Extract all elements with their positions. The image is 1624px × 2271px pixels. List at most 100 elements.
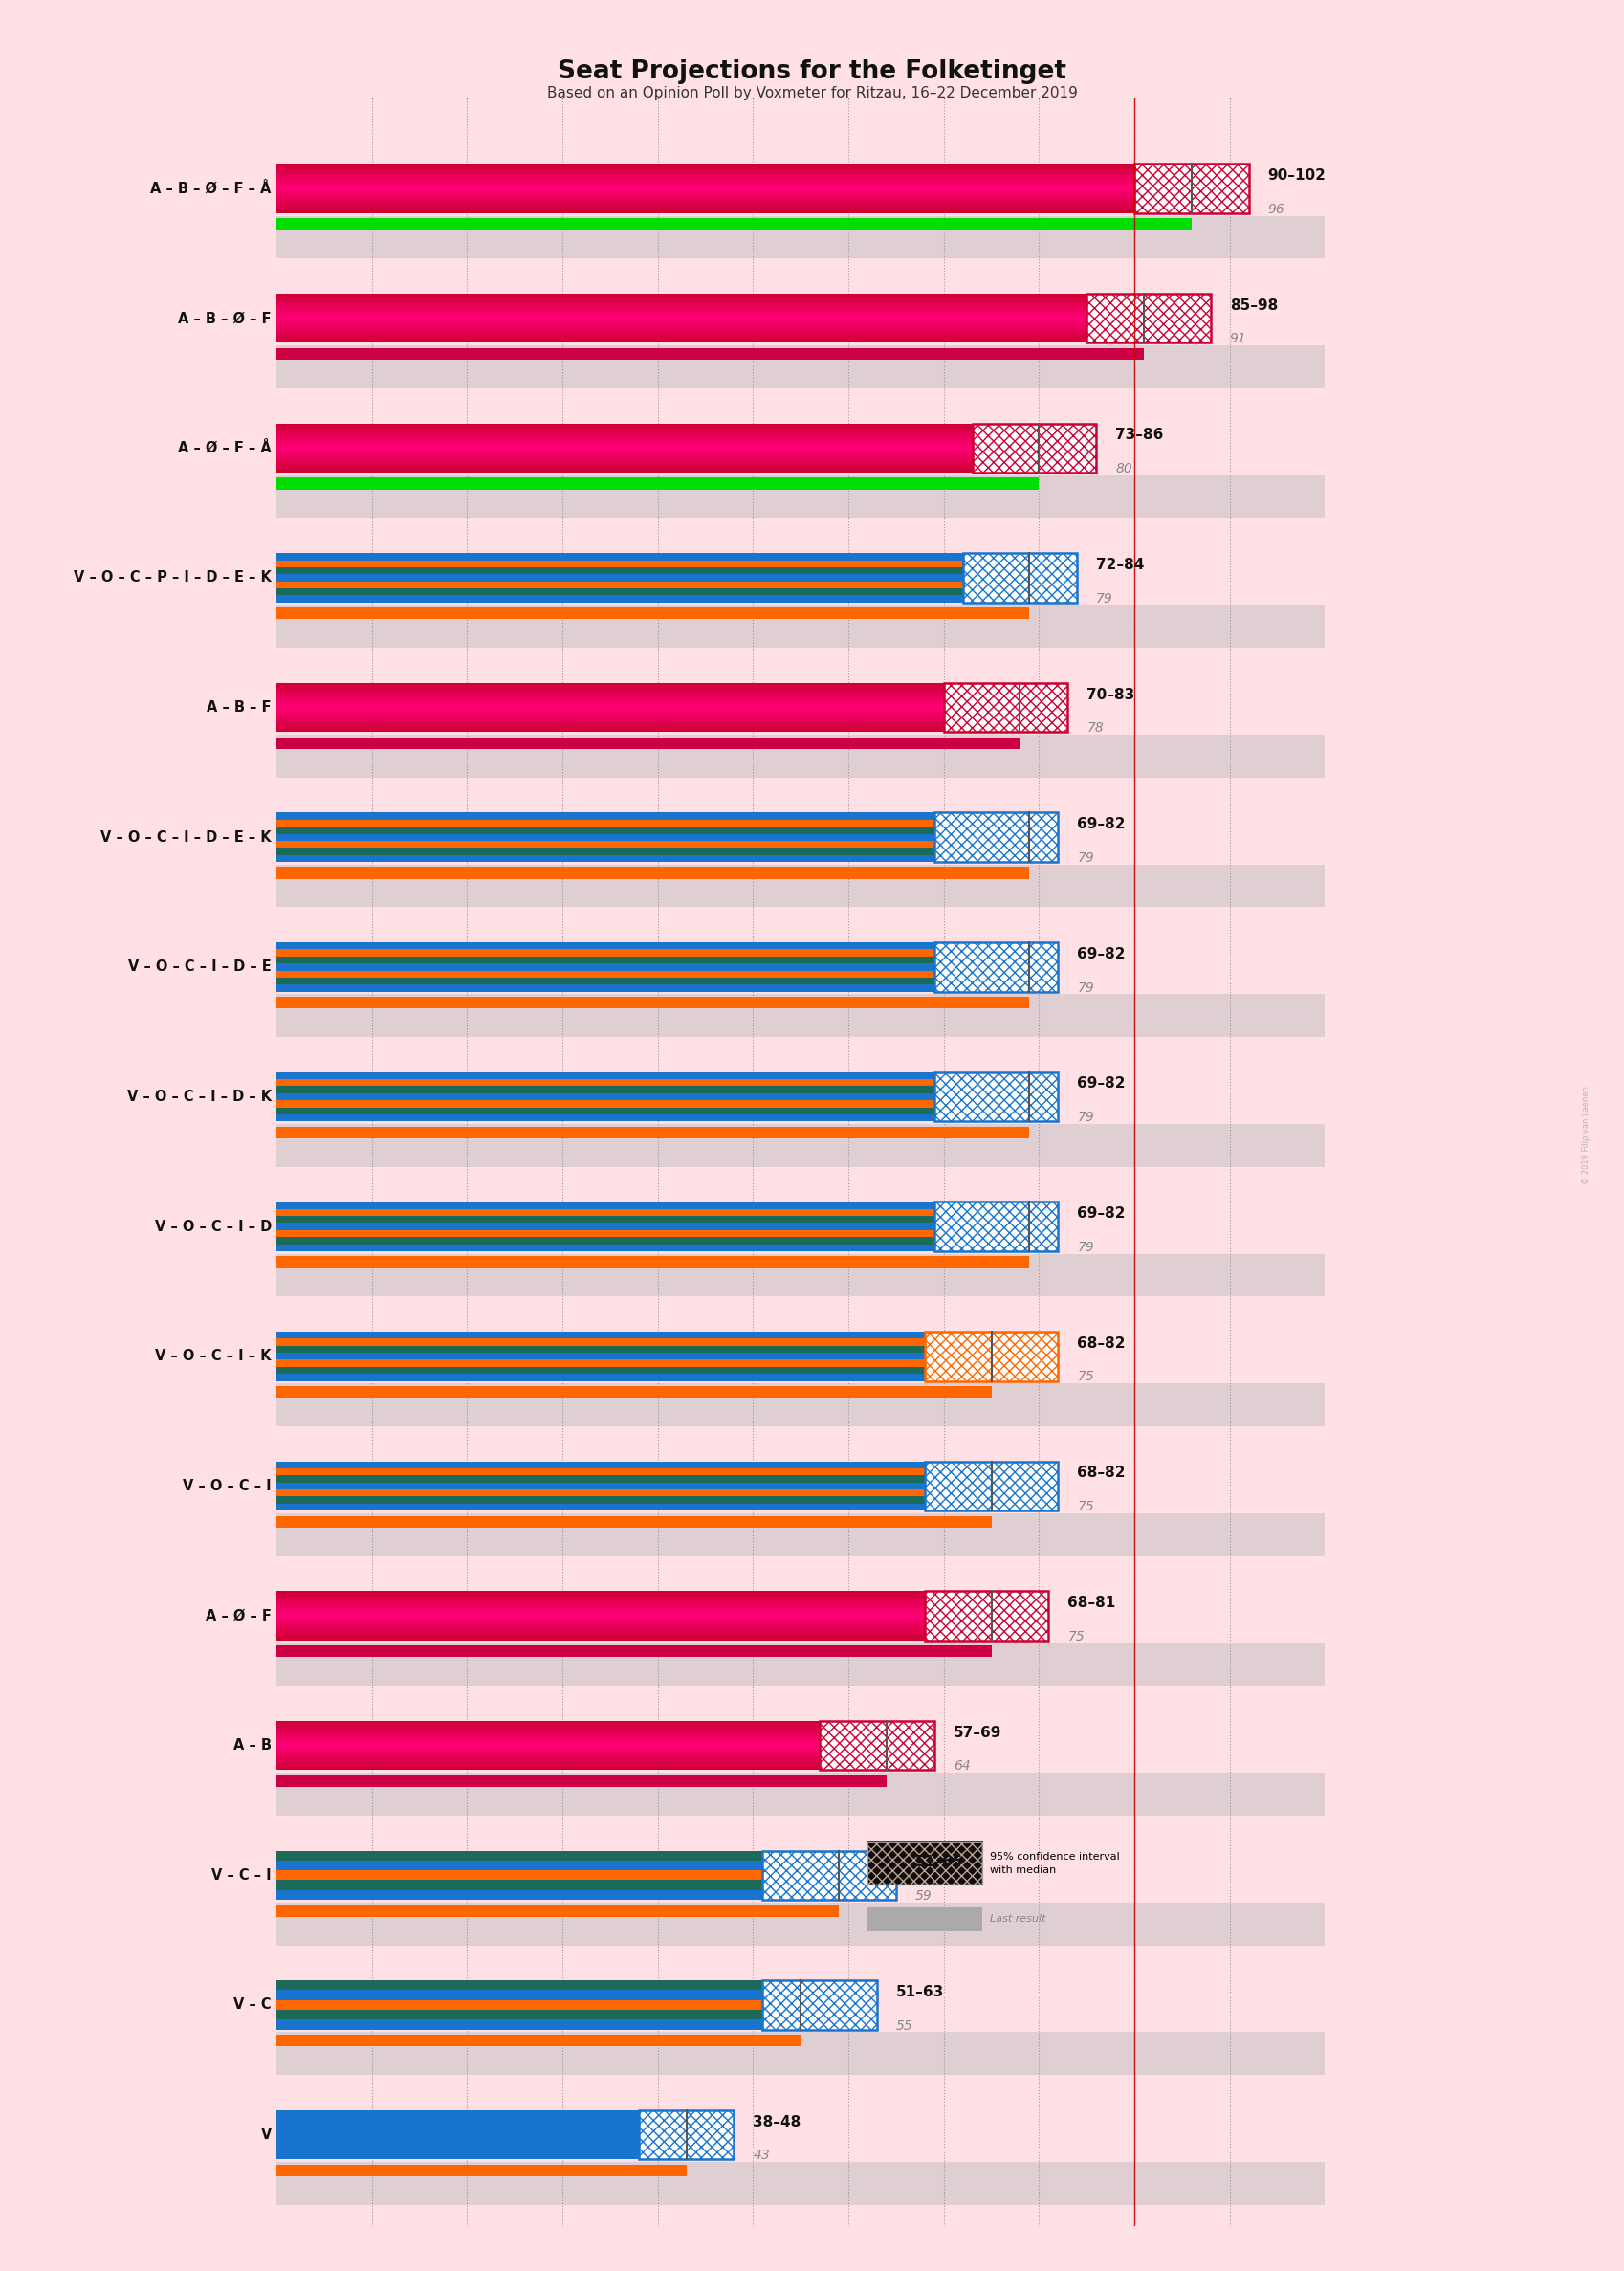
Bar (934, 1201, 1057, 1251)
Bar (276, 865, 1324, 908)
Bar (276, 1646, 991, 1658)
Text: A – B: A – B (234, 1737, 271, 1753)
Bar (276, 868, 1030, 879)
Bar (924, 1460, 1057, 1510)
Text: 72–84: 72–84 (1096, 559, 1143, 572)
Bar (762, 1980, 877, 2030)
Bar (276, 475, 1324, 518)
Bar (276, 259, 1324, 282)
Text: A – Ø – F: A – Ø – F (206, 1608, 271, 1624)
Bar (1086, 293, 1210, 343)
Bar (276, 575, 961, 581)
Bar (276, 554, 961, 561)
Bar (276, 1989, 762, 2001)
Bar (276, 568, 961, 575)
Text: 69–82: 69–82 (1077, 818, 1125, 831)
Text: V – O – C – I – D – E – K: V – O – C – I – D – E – K (101, 831, 271, 845)
Text: V – O – C – I – D: V – O – C – I – D (154, 1220, 271, 1233)
Bar (1086, 293, 1210, 343)
Bar (276, 345, 1324, 388)
Text: 38–48: 38–48 (752, 2114, 801, 2128)
Bar (276, 827, 934, 833)
Bar (276, 2010, 762, 2019)
Text: 75: 75 (1077, 1501, 1093, 1512)
Bar (276, 1215, 934, 1224)
Bar (276, 2035, 801, 2046)
Bar (934, 942, 1057, 992)
Text: 91: 91 (1229, 332, 1246, 345)
Bar (276, 2001, 762, 2010)
Bar (276, 1108, 934, 1115)
Bar (276, 1503, 924, 1510)
Text: V – O – C – I – D – K: V – O – C – I – D – K (127, 1090, 271, 1104)
Bar (276, 477, 1038, 491)
Bar (276, 1254, 1324, 1297)
Bar (276, 1124, 1324, 1167)
Bar (276, 1889, 762, 1901)
Bar (276, 1238, 934, 1245)
Bar (818, 1721, 934, 1769)
Bar (276, 1980, 762, 1989)
Bar (276, 1903, 1324, 1946)
Text: 75: 75 (1067, 1631, 1083, 1644)
Bar (276, 1905, 838, 1917)
Bar (1134, 164, 1249, 213)
Bar (276, 1476, 924, 1483)
Text: Last result: Last result (989, 1914, 1044, 1924)
Bar (276, 1426, 1324, 1449)
Bar (276, 908, 1324, 931)
Bar (276, 847, 934, 854)
Bar (276, 1490, 924, 1497)
Bar (276, 216, 1324, 259)
Bar (276, 1099, 934, 1108)
Bar (867, 1842, 981, 1885)
Bar (276, 1038, 1324, 1061)
Bar (276, 1556, 1324, 1578)
Bar (276, 1354, 924, 1360)
Text: 68–82: 68–82 (1077, 1465, 1125, 1481)
Bar (867, 1908, 981, 1930)
Bar (276, 1079, 934, 1086)
Text: V – O – C – I – K: V – O – C – I – K (156, 1349, 271, 1363)
Text: 95% confidence interval
with median: 95% confidence interval with median (989, 1853, 1119, 1874)
Text: 75: 75 (1077, 1369, 1093, 1383)
Bar (276, 1469, 924, 1476)
Bar (276, 1383, 1324, 1426)
Bar (961, 554, 1077, 602)
Text: 59: 59 (914, 1889, 932, 1903)
Bar (276, 1512, 1324, 1556)
Bar (276, 1367, 924, 1374)
Bar (276, 736, 1324, 777)
Bar (924, 1592, 1047, 1640)
Bar (276, 561, 961, 568)
Bar (276, 609, 1030, 620)
Text: 73–86: 73–86 (1114, 427, 1163, 443)
Text: V – C: V – C (234, 1998, 271, 2012)
Text: V – O – C – I: V – O – C – I (184, 1478, 271, 1492)
Text: 64: 64 (953, 1760, 970, 1774)
Text: A – Ø – F – Å: A – Ø – F – Å (179, 441, 271, 454)
Bar (276, 518, 1324, 540)
Bar (276, 2019, 762, 2030)
Text: 90–102: 90–102 (1267, 168, 1325, 182)
Text: 43: 43 (752, 2148, 770, 2162)
Bar (924, 1331, 1057, 1381)
Text: V – O – C – I – D – E: V – O – C – I – D – E (128, 961, 271, 974)
Bar (276, 997, 1030, 1008)
Bar (276, 1385, 991, 1397)
Bar (867, 1842, 981, 1885)
Text: 55: 55 (895, 2019, 913, 2033)
Text: 96: 96 (1267, 202, 1285, 216)
Bar (276, 833, 934, 840)
Bar (934, 942, 1057, 992)
Text: 68–82: 68–82 (1077, 1335, 1125, 1351)
Bar (276, 956, 934, 963)
Bar (934, 1072, 1057, 1122)
Text: 69–82: 69–82 (1077, 947, 1125, 961)
Bar (276, 777, 1324, 802)
Bar (276, 1126, 1030, 1138)
Bar (276, 1086, 934, 1092)
Bar (276, 581, 961, 588)
Bar (276, 347, 1143, 359)
Bar (638, 2110, 734, 2160)
